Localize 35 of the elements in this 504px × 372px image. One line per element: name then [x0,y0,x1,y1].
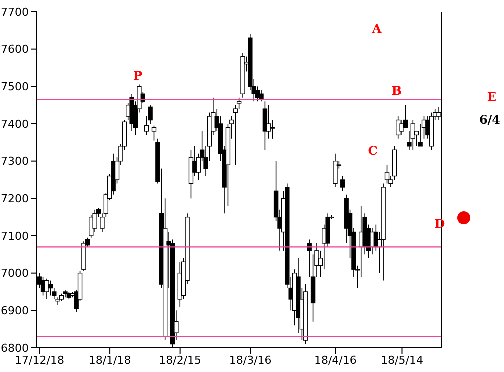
candlestick [333,153,338,188]
x-tick-label: 18/1/18 [88,354,132,367]
x-tick-label: 18/2/15 [159,354,202,367]
y-tick-label: 7000 [1,267,29,280]
text: 6/4 [479,113,501,127]
annotation: C [368,144,378,158]
x-tick-label: 17/12/18 [15,354,64,367]
x-tick-label: 18/3/16 [229,354,272,367]
candlestick [48,280,54,296]
y-tick-label: 7600 [1,43,29,56]
y-tick-label: 7200 [1,192,29,206]
annotation: A [371,22,382,36]
candlestick [266,104,272,140]
annotation: P [133,69,143,83]
y-tick-label: 6900 [1,304,29,318]
annotation: B [392,84,402,98]
candlestick [418,124,423,147]
candlestick [410,120,416,151]
candlestick [340,176,346,192]
candlestick [152,125,157,142]
y-tick-label: 7700 [1,6,29,19]
y-tick-label: 7500 [1,80,29,94]
candlestick [262,101,268,151]
y-tick-label: 6800 [1,342,29,355]
x-tick-label: 18/4/16 [314,354,357,367]
candlestick [400,120,404,136]
candlestick [270,120,275,140]
candlestick [44,278,50,300]
y-tick-label: 7400 [1,118,29,131]
y-tick-label: 7100 [1,230,29,243]
candlestick [384,164,390,184]
x-tick-label: 18/5/14 [381,354,424,367]
text: E [487,90,497,104]
candlestick [236,97,242,110]
y-tick-label: 7300 [1,155,29,168]
